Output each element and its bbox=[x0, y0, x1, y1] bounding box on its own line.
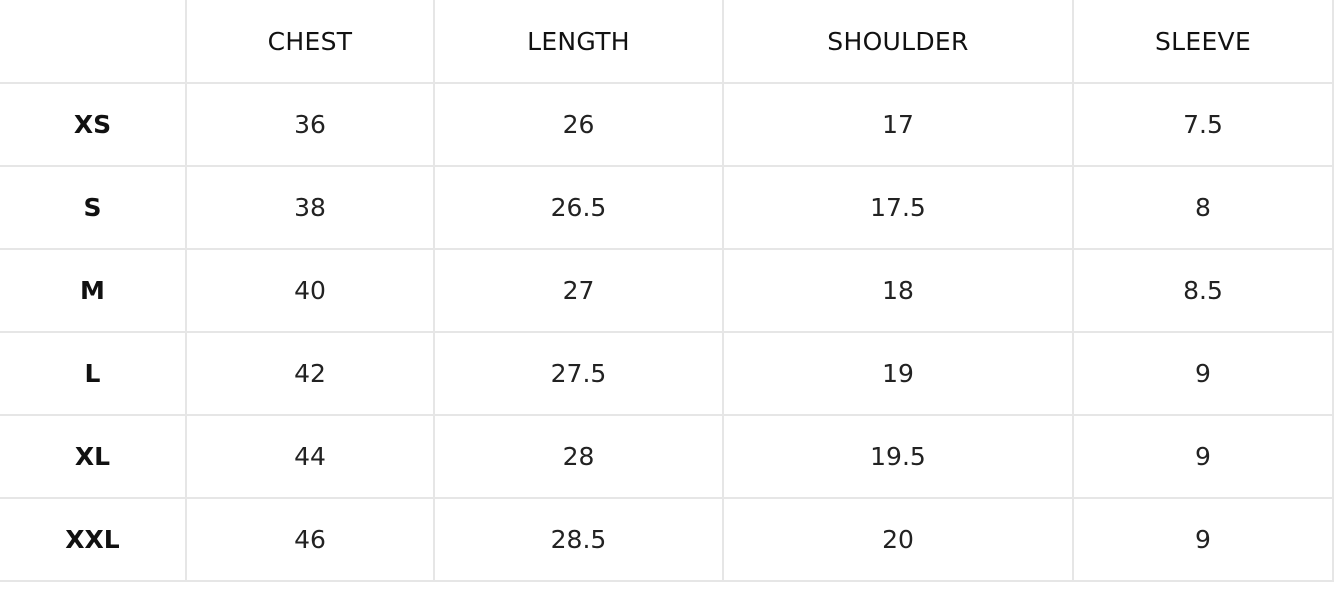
header-shoulder: SHOULDER bbox=[722, 0, 1074, 84]
chest-value: 36 bbox=[185, 83, 435, 167]
chest-value: 42 bbox=[185, 331, 435, 416]
sleeve-value: 8.5 bbox=[1072, 248, 1334, 333]
chest-value: 46 bbox=[185, 497, 435, 582]
table-row: XL 44 28 19.5 9 bbox=[0, 414, 1334, 499]
sleeve-value: 9 bbox=[1072, 414, 1334, 499]
length-value: 26.5 bbox=[433, 165, 724, 250]
sleeve-value: 8 bbox=[1072, 165, 1334, 250]
chest-value: 44 bbox=[185, 414, 435, 499]
header-length: LENGTH bbox=[433, 0, 724, 84]
length-value: 26 bbox=[433, 83, 724, 167]
table-row: XS 36 26 17 7.5 bbox=[0, 83, 1334, 167]
size-label: S bbox=[0, 165, 187, 250]
table-row: S 38 26.5 17.5 8 bbox=[0, 165, 1334, 250]
table-row: XXL 46 28.5 20 9 bbox=[0, 497, 1334, 582]
length-value: 28 bbox=[433, 414, 724, 499]
header-sleeve: SLEEVE bbox=[1072, 0, 1334, 84]
size-label: XL bbox=[0, 414, 187, 499]
size-label: XS bbox=[0, 83, 187, 167]
sleeve-value: 9 bbox=[1072, 497, 1334, 582]
size-label: XXL bbox=[0, 497, 187, 582]
header-chest: CHEST bbox=[185, 0, 435, 84]
shoulder-value: 19 bbox=[722, 331, 1074, 416]
size-label: L bbox=[0, 331, 187, 416]
size-chart-table: CHEST LENGTH SHOULDER SLEEVE XS 36 26 17… bbox=[0, 0, 1334, 582]
shoulder-value: 20 bbox=[722, 497, 1074, 582]
sleeve-value: 7.5 bbox=[1072, 83, 1334, 167]
chest-value: 40 bbox=[185, 248, 435, 333]
size-label: M bbox=[0, 248, 187, 333]
length-value: 27.5 bbox=[433, 331, 724, 416]
header-row: CHEST LENGTH SHOULDER SLEEVE bbox=[0, 0, 1334, 84]
chest-value: 38 bbox=[185, 165, 435, 250]
length-value: 28.5 bbox=[433, 497, 724, 582]
sleeve-value: 9 bbox=[1072, 331, 1334, 416]
shoulder-value: 19.5 bbox=[722, 414, 1074, 499]
corner-cell bbox=[0, 0, 187, 84]
table-row: M 40 27 18 8.5 bbox=[0, 248, 1334, 333]
shoulder-value: 18 bbox=[722, 248, 1074, 333]
shoulder-value: 17 bbox=[722, 83, 1074, 167]
length-value: 27 bbox=[433, 248, 724, 333]
table-row: L 42 27.5 19 9 bbox=[0, 331, 1334, 416]
shoulder-value: 17.5 bbox=[722, 165, 1074, 250]
